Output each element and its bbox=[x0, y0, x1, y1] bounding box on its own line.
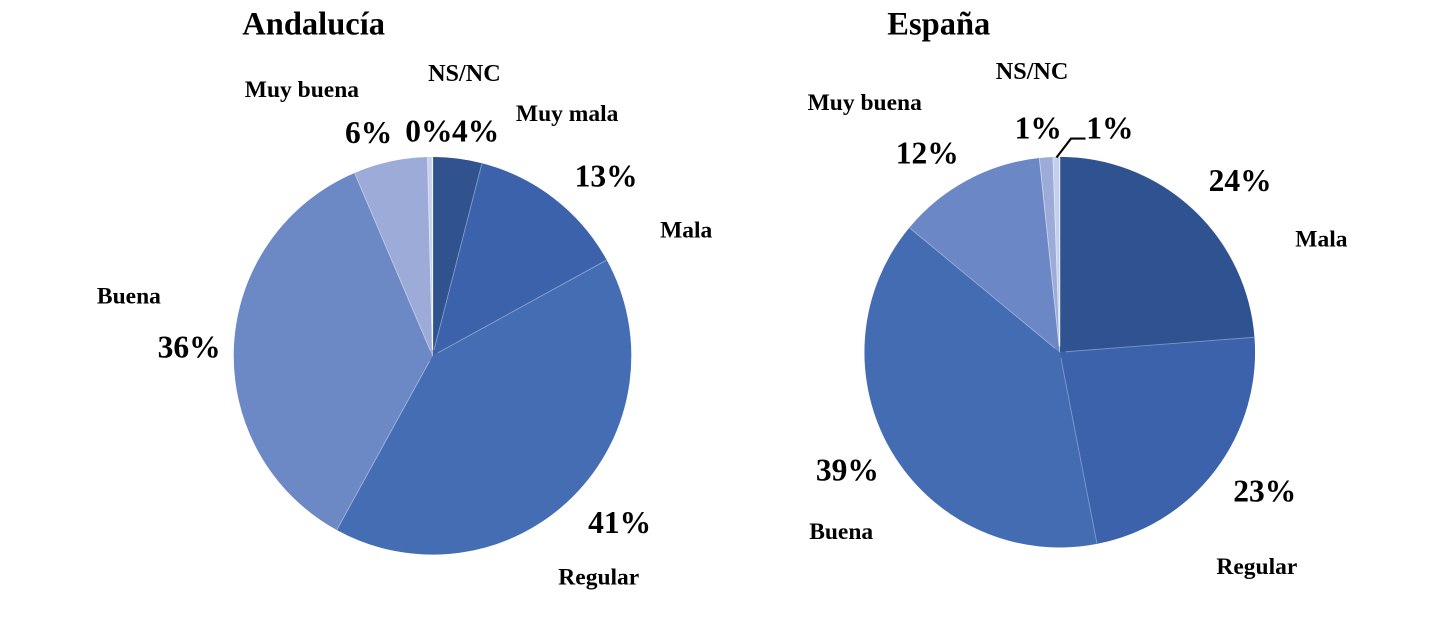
svg-text:Mala: Mala bbox=[660, 218, 712, 244]
svg-text:Andalucía: Andalucía bbox=[242, 7, 385, 43]
svg-text:36%: 36% bbox=[158, 329, 221, 364]
svg-text:23%: 23% bbox=[1233, 474, 1296, 509]
svg-text:6%: 6% bbox=[345, 115, 392, 150]
svg-text:1%: 1% bbox=[1015, 110, 1062, 145]
svg-text:Muy buena: Muy buena bbox=[808, 90, 923, 116]
svg-text:Regular: Regular bbox=[558, 565, 639, 591]
svg-text:Regular: Regular bbox=[1216, 554, 1297, 580]
svg-text:0%: 0% bbox=[405, 114, 452, 149]
svg-text:NS/NC: NS/NC bbox=[996, 58, 1069, 85]
svg-text:13%: 13% bbox=[575, 158, 638, 193]
svg-text:NS/NC: NS/NC bbox=[428, 60, 501, 87]
svg-text:Buena: Buena bbox=[809, 519, 873, 545]
svg-text:Buena: Buena bbox=[97, 283, 161, 309]
svg-text:41%: 41% bbox=[588, 505, 651, 540]
svg-text:Muy mala: Muy mala bbox=[516, 101, 619, 127]
svg-text:4%: 4% bbox=[452, 114, 499, 149]
svg-text:Mala: Mala bbox=[1295, 227, 1347, 253]
svg-text:Muy buena: Muy buena bbox=[245, 77, 360, 103]
svg-text:España: España bbox=[887, 7, 990, 43]
svg-text:1%: 1% bbox=[1086, 110, 1133, 145]
svg-text:24%: 24% bbox=[1209, 163, 1272, 198]
svg-text:39%: 39% bbox=[816, 453, 879, 488]
svg-text:12%: 12% bbox=[896, 136, 959, 171]
